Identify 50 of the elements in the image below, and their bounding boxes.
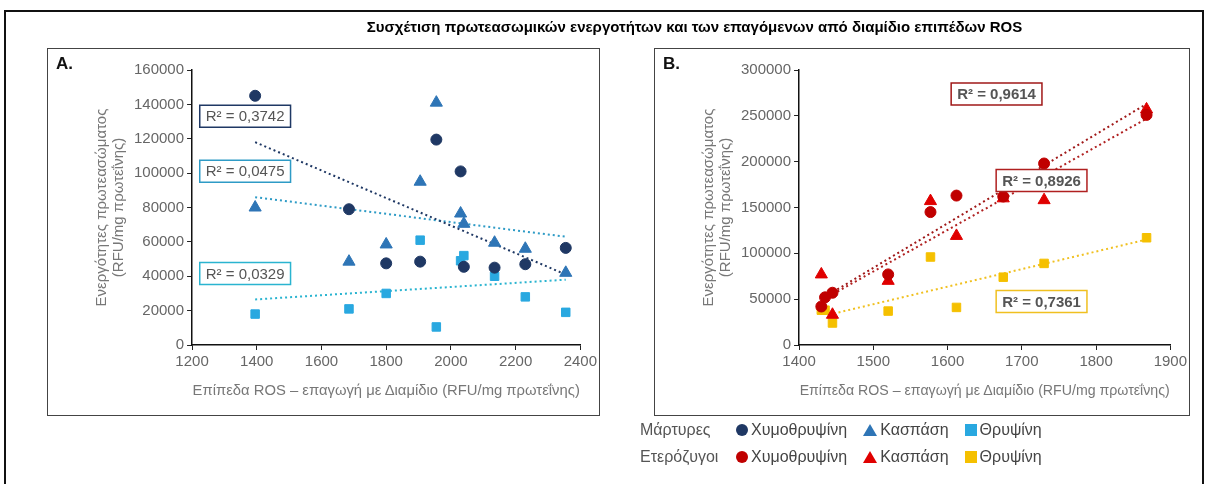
y-axis-title: Ενεργότητες πρωτεασώματος (RFU/mg πρωτεΐνης) [92,108,126,307]
y-tick-label: 100000 [740,243,792,261]
x-tick-label: 1900 [1153,352,1187,370]
y-tick-label: 250000 [740,105,792,123]
y-tick-label: 80000 [142,197,185,215]
y-tick-label: 40000 [142,266,185,284]
x-tick-label: 1800 [369,352,403,370]
text: Συσχέτιση πρωτεασωμικών ενεργοτήτων και των επαγόμενων από διαμίδιο επιπέδων ROS [365,18,1024,35]
x-axis-title: Επίπεδα ROS – επαγωγή με Διαμίδιο (RFU/mg πρωτεΐνης) [799,381,1170,399]
legend-label: Κασπάση [880,448,949,466]
y-tick-label: 100000 [133,163,185,181]
text: B. [663,54,680,74]
annotation: R² = 0,3742 [205,107,285,125]
annotation: R² = 0,8926 [1002,171,1081,189]
text: A. [56,54,73,74]
x-tick-label: 1400 [782,352,816,370]
x-tick-label: 1700 [1005,352,1039,370]
y-tick-label: 150000 [740,197,792,215]
y-axis-title: Ενεργότητες πρωτεασώματος (RFU/mg πρωτεΐνης) [699,108,733,307]
y-tick-label: 200000 [740,151,792,169]
x-tick-label: 1200 [175,352,209,370]
y-tick-label: 140000 [133,94,185,112]
x-tick-label: 2200 [498,352,533,370]
y-tick-label: 60000 [142,232,185,250]
legend-title: Ετερόζυγοι [640,448,720,466]
y-tick-label: 0 [782,335,792,353]
annotation: R² = 0,0329 [205,264,285,282]
legend-label: Θρυψίνη [979,448,1042,466]
x-tick-label: 2000 [434,352,468,370]
y-tick-label: 120000 [133,128,185,146]
legend-label: Κασπάση [880,421,949,439]
legend-label: Χυμοθρυψίνη [751,421,848,439]
x-tick-label: 2400 [563,352,597,370]
annotation: R² = 0,7361 [1002,292,1081,310]
legend-title: Μάρτυρες [640,421,712,439]
y-tick-label: 160000 [133,60,185,78]
annotation: R² = 0,0475 [205,162,285,180]
annotation: R² = 0,9614 [957,85,1037,103]
y-tick-label: 300000 [740,60,792,78]
legend-label: Χυμοθρυψίνη [751,448,848,466]
x-axis-title: Επίπεδα ROS – επαγωγή με Διαμίδιο (RFU/mg πρωτεΐνης) [192,382,580,399]
x-tick-label: 1400 [240,352,274,370]
legend-label: Θρυψίνη [979,421,1042,439]
x-tick-label: 1800 [1079,352,1113,370]
x-tick-label: 1500 [856,352,890,370]
x-tick-label: 1600 [304,352,339,370]
y-tick-label: 20000 [142,300,185,318]
x-tick-label: 1600 [930,352,965,370]
y-tick-label: 0 [175,335,185,353]
y-tick-label: 50000 [749,289,792,307]
